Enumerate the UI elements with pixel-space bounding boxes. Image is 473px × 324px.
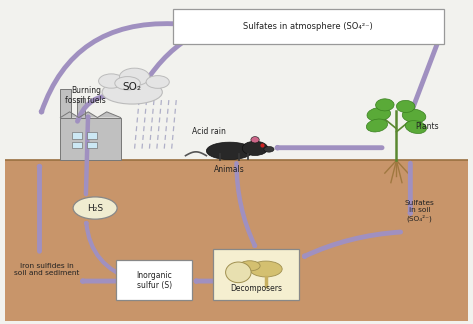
Bar: [72, 133, 82, 139]
FancyBboxPatch shape: [213, 249, 299, 300]
Bar: [61, 118, 121, 160]
Ellipse shape: [405, 121, 427, 133]
Text: Burning
fossil fuels: Burning fossil fuels: [65, 86, 106, 105]
FancyBboxPatch shape: [116, 260, 193, 300]
Bar: [5, 160, 468, 321]
Bar: [61, 89, 70, 118]
Ellipse shape: [102, 80, 162, 104]
Ellipse shape: [376, 99, 394, 111]
Ellipse shape: [396, 100, 415, 112]
Text: Acid rain: Acid rain: [193, 127, 227, 136]
Text: SO₂: SO₂: [123, 82, 142, 92]
Ellipse shape: [206, 142, 253, 160]
Bar: [77, 98, 85, 118]
Ellipse shape: [226, 262, 251, 283]
Text: Animals: Animals: [214, 165, 245, 174]
Ellipse shape: [98, 74, 124, 88]
Bar: [87, 133, 97, 139]
Bar: [72, 142, 82, 148]
FancyBboxPatch shape: [173, 9, 444, 44]
Ellipse shape: [250, 261, 282, 277]
Ellipse shape: [115, 76, 140, 90]
Bar: [87, 142, 97, 148]
Text: Decomposers: Decomposers: [230, 284, 282, 294]
Ellipse shape: [242, 141, 268, 156]
Text: Sulfates
in soil
(SO₄²⁻): Sulfates in soil (SO₄²⁻): [405, 200, 435, 222]
Text: Inorganic
sulfur (S): Inorganic sulfur (S): [136, 271, 172, 290]
Ellipse shape: [402, 109, 426, 123]
Ellipse shape: [73, 197, 117, 219]
Ellipse shape: [146, 75, 169, 88]
Ellipse shape: [251, 137, 259, 143]
Ellipse shape: [239, 261, 260, 271]
Text: Iron sulfides in
soil and sediment: Iron sulfides in soil and sediment: [14, 263, 79, 276]
Text: Sulfates in atmosphere (SO₄²⁻): Sulfates in atmosphere (SO₄²⁻): [244, 22, 373, 31]
Ellipse shape: [367, 119, 387, 132]
Text: H₂S: H₂S: [87, 203, 103, 213]
Ellipse shape: [367, 108, 391, 121]
Ellipse shape: [264, 146, 274, 152]
Ellipse shape: [120, 68, 149, 86]
Text: Plants: Plants: [415, 122, 438, 131]
